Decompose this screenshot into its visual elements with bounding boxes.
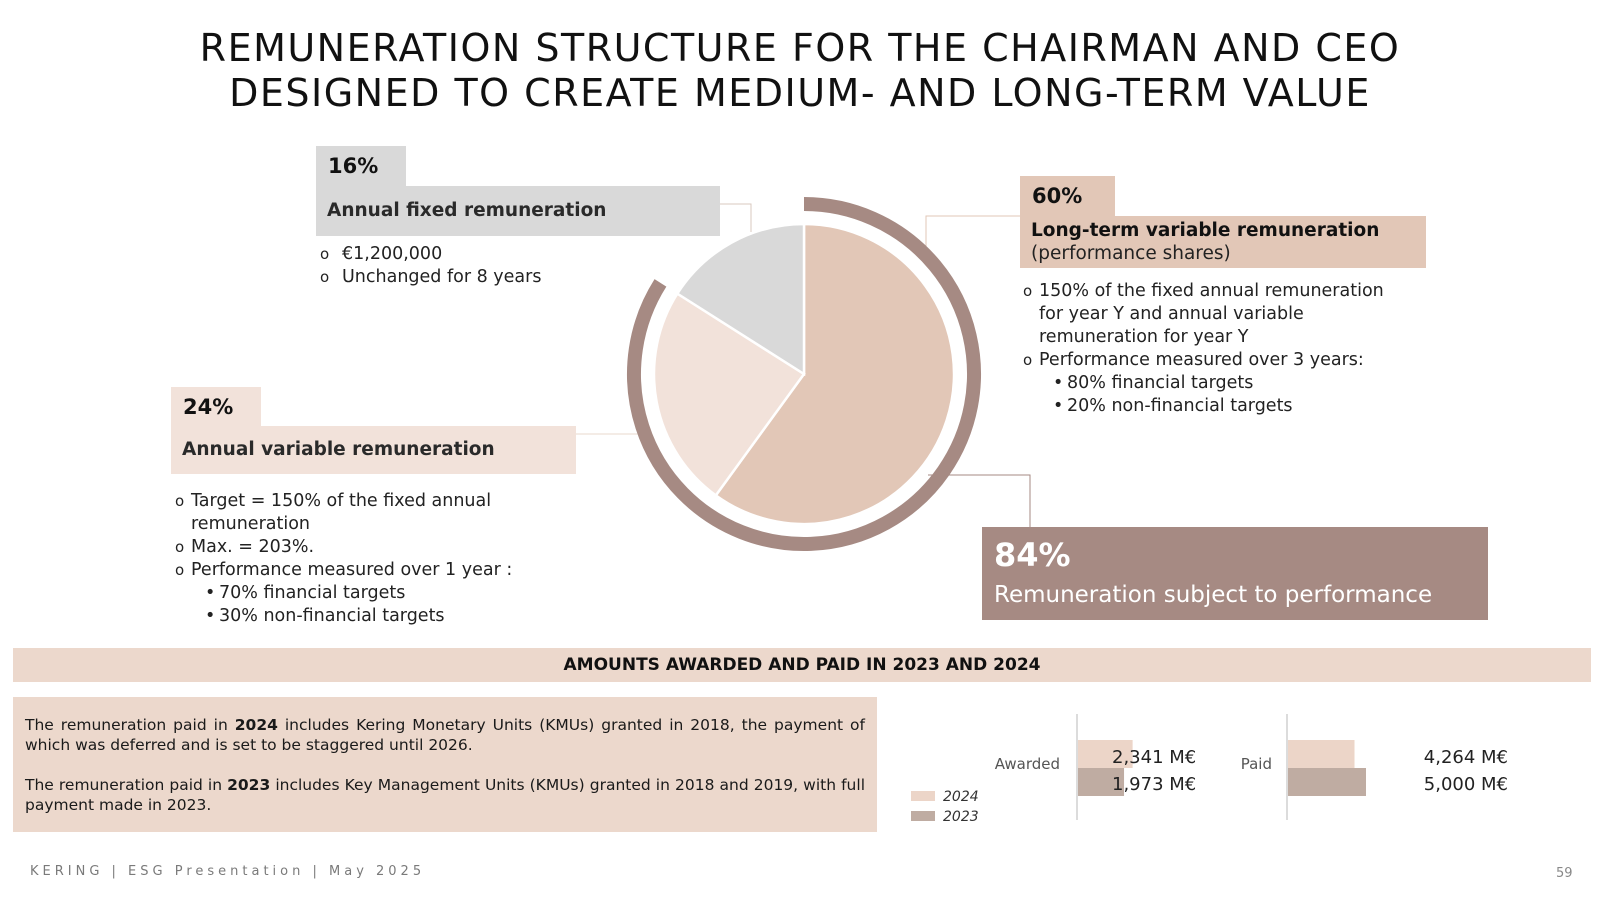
list-item: • 70% financial targets (205, 583, 406, 603)
page-title: REMUNERATION STRUCTURE FOR THE CHAIRMAN … (0, 26, 1600, 116)
variable-max: Max. = 203%. (191, 537, 315, 557)
awarded-bar-2024 (1078, 740, 1133, 768)
variable-bullets: o Target = 150% of the fixed annual remun… (175, 490, 512, 628)
longterm-bullet-1-line-1: 150% of the fixed annual remuneration (1039, 281, 1384, 301)
variable-percent: 24% (171, 387, 261, 427)
note-2024-text-b: includes Kering Monetary Units (KMUs) gr… (25, 716, 866, 754)
fixed-unchanged: Unchanged for 8 years (342, 267, 542, 287)
awarded-value-2023: 1,973 M€ (1112, 774, 1196, 795)
longterm-financial: 80% financial targets (1067, 373, 1254, 393)
performance-ring (627, 197, 981, 551)
list-item: o Performance measured over 1 year : (175, 560, 513, 580)
amounts-section-header: AMOUNTS AWARDED AND PAID IN 2023 AND 202… (13, 648, 1591, 682)
longterm-bullet-1-line-2: for year Y and annual variable (1039, 304, 1304, 324)
awarded-bar-2023 (1078, 768, 1125, 796)
page-title-line-1: REMUNERATION STRUCTURE FOR THE CHAIRMAN … (199, 26, 1401, 70)
pie-slice-variable (652, 291, 806, 498)
variable-target-line-2: remuneration (191, 514, 311, 534)
longterm-bullets: o 150% of the fixed annual remuneration f… (1023, 280, 1384, 418)
performance-label: Remuneration subject to performance (994, 582, 1433, 608)
longterm-label: Long-term variable remuneration (perform… (1020, 216, 1426, 268)
paid-value-2023: 5,000 M€ (1424, 774, 1508, 795)
fixed-bullets: o €1,200,000 o Unchanged for 8 years (320, 243, 541, 289)
list-item: remuneration (175, 513, 512, 536)
legend-label-2024: 2024 (943, 789, 979, 805)
notes-box: The remuneration paid in 2024 includes K… (13, 697, 877, 832)
longterm-non-financial: 20% non-financial targets (1067, 396, 1293, 416)
paid-bar-2024 (1288, 740, 1355, 768)
longterm-bullet-1-line-3: remuneration for year Y (1039, 327, 1249, 347)
note-2024: The remuneration paid in 2024 includes K… (25, 715, 865, 755)
footer: KERING | ESG Presentation | May 2025 (30, 864, 426, 879)
fixed-label: Annual fixed remuneration (316, 186, 720, 236)
paid-category-label: Paid (1241, 755, 1272, 773)
page-number: 59 (1556, 866, 1573, 881)
variable-financial: 70% financial targets (219, 583, 406, 603)
note-2024-year: 2024 (234, 716, 278, 734)
note-2023-year: 2023 (227, 776, 271, 794)
longterm-percent: 60% (1020, 176, 1115, 216)
performance-box: 84% Remuneration subject to performance (982, 527, 1488, 620)
variable-performance: Performance measured over 1 year : (191, 560, 513, 580)
list-item: • 20% non-financial targets (1053, 396, 1293, 416)
list-item: o 150% of the fixed annual remuneration (1023, 281, 1384, 301)
list-item: • 80% financial targets (1053, 373, 1254, 393)
note-2023-text-b: includes Key Management Units (KMUs) gra… (25, 776, 865, 814)
paid-bar-2023 (1288, 768, 1366, 796)
awarded-category-label: Awarded (995, 755, 1060, 773)
variable-label: Annual variable remuneration (171, 426, 576, 474)
paid-value-2024: 4,264 M€ (1424, 747, 1508, 768)
pie-slice-fixed (675, 222, 806, 377)
note-2023-text-a: The remuneration paid in (25, 776, 228, 794)
legend-swatch-2023 (911, 811, 935, 821)
note-2023: The remuneration paid in 2023 includes K… (25, 775, 865, 815)
variable-label-text: Annual variable remuneration (182, 439, 495, 460)
fixed-percent: 16% (316, 146, 406, 186)
pie-slice-longterm (714, 222, 956, 526)
longterm-percent-value: 60% (1032, 184, 1083, 208)
page-title-line-2: DESIGNED TO CREATE MEDIUM- AND LONG-TERM… (229, 71, 1371, 115)
fixed-amount: €1,200,000 (342, 244, 443, 264)
variable-non-financial: 30% non-financial targets (219, 606, 445, 626)
legend-swatch-2024 (911, 791, 935, 801)
list-item: o Unchanged for 8 years (320, 267, 542, 287)
longterm-performance: Performance measured over 3 years: (1039, 350, 1364, 370)
list-item: o Target = 150% of the fixed annual (175, 491, 492, 511)
list-item: o Max. = 203%. (175, 537, 315, 557)
note-2024-text-a: The remuneration paid in (25, 716, 235, 734)
longterm-label-sub: (performance shares) (1031, 243, 1231, 264)
list-item: o Performance measured over 3 years: (1023, 350, 1364, 370)
list-item: for year Y and annual variable (1023, 303, 1384, 326)
legend-label-2023: 2023 (943, 809, 979, 825)
performance-percent: 84% (994, 536, 1071, 574)
variable-target-line-1: Target = 150% of the fixed annual (191, 491, 492, 511)
longterm-label-text: Long-term variable remuneration (1031, 220, 1380, 241)
fixed-label-text: Annual fixed remuneration (327, 200, 607, 221)
list-item: o €1,200,000 (320, 244, 443, 264)
list-item: remuneration for year Y (1023, 326, 1384, 349)
fixed-percent-value: 16% (328, 154, 379, 178)
list-item: • 30% non-financial targets (205, 606, 445, 626)
awarded-value-2024: 2,341 M€ (1112, 747, 1196, 768)
awarded-paid-bar-chart: Awarded 2,341 M€ 1,973 M€ Paid 4,264 M€ 5,000… (911, 714, 1508, 825)
variable-percent-value: 24% (183, 395, 234, 419)
